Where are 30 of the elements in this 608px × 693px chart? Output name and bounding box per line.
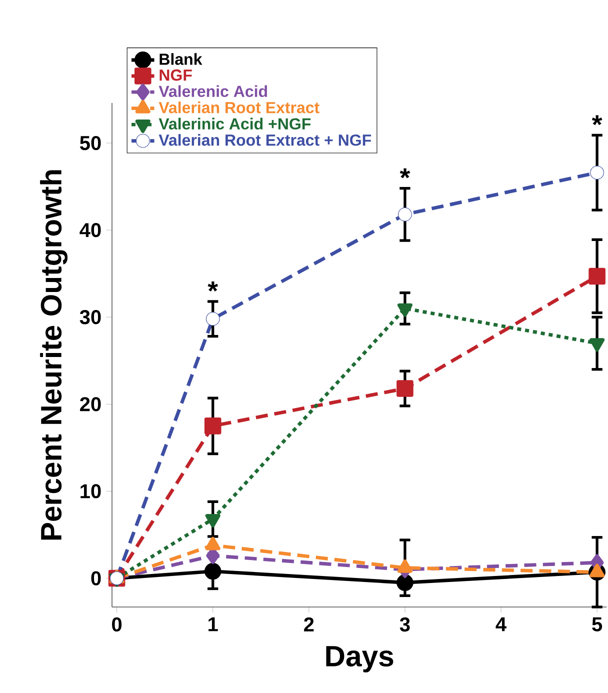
legend-label: Valerinic Acid +NGF [158, 118, 311, 130]
point [588, 268, 606, 285]
y-tick-label: 10 [80, 484, 101, 498]
x-axis-title: Days [326, 646, 394, 672]
annotation: * [400, 168, 410, 178]
y-tick-label: 40 [80, 223, 101, 238]
legend-label: Valerenic Acid [158, 85, 267, 97]
x-tick-label: 0 [112, 617, 122, 632]
point [204, 418, 222, 434]
legend-label: NGF [160, 69, 192, 81]
legend-label: Valerian Root Extract + NGF [158, 134, 372, 146]
point [398, 207, 412, 222]
point [396, 380, 414, 397]
annotation: * [208, 282, 218, 292]
legend-label: Blank [160, 53, 202, 65]
legend-label: Valerian Root Extract [158, 102, 320, 114]
y-tick-label: 50 [80, 136, 101, 150]
x-tick-label: 3 [400, 617, 410, 632]
x-tick-label: 1 [208, 617, 218, 632]
annotation: * [592, 115, 602, 126]
x-tick-label: 4 [496, 617, 506, 632]
y-tick-label: 20 [80, 397, 101, 412]
x-tick-label: 2 [304, 617, 314, 632]
x-tick-label: 5 [592, 617, 602, 632]
point [204, 562, 222, 580]
y-tick-label: 0 [91, 571, 101, 586]
y-axis-title: Percent Neurite Outgrowth [40, 170, 68, 540]
point [206, 312, 220, 326]
point [396, 574, 414, 592]
y-tick-label: 30 [80, 310, 101, 324]
